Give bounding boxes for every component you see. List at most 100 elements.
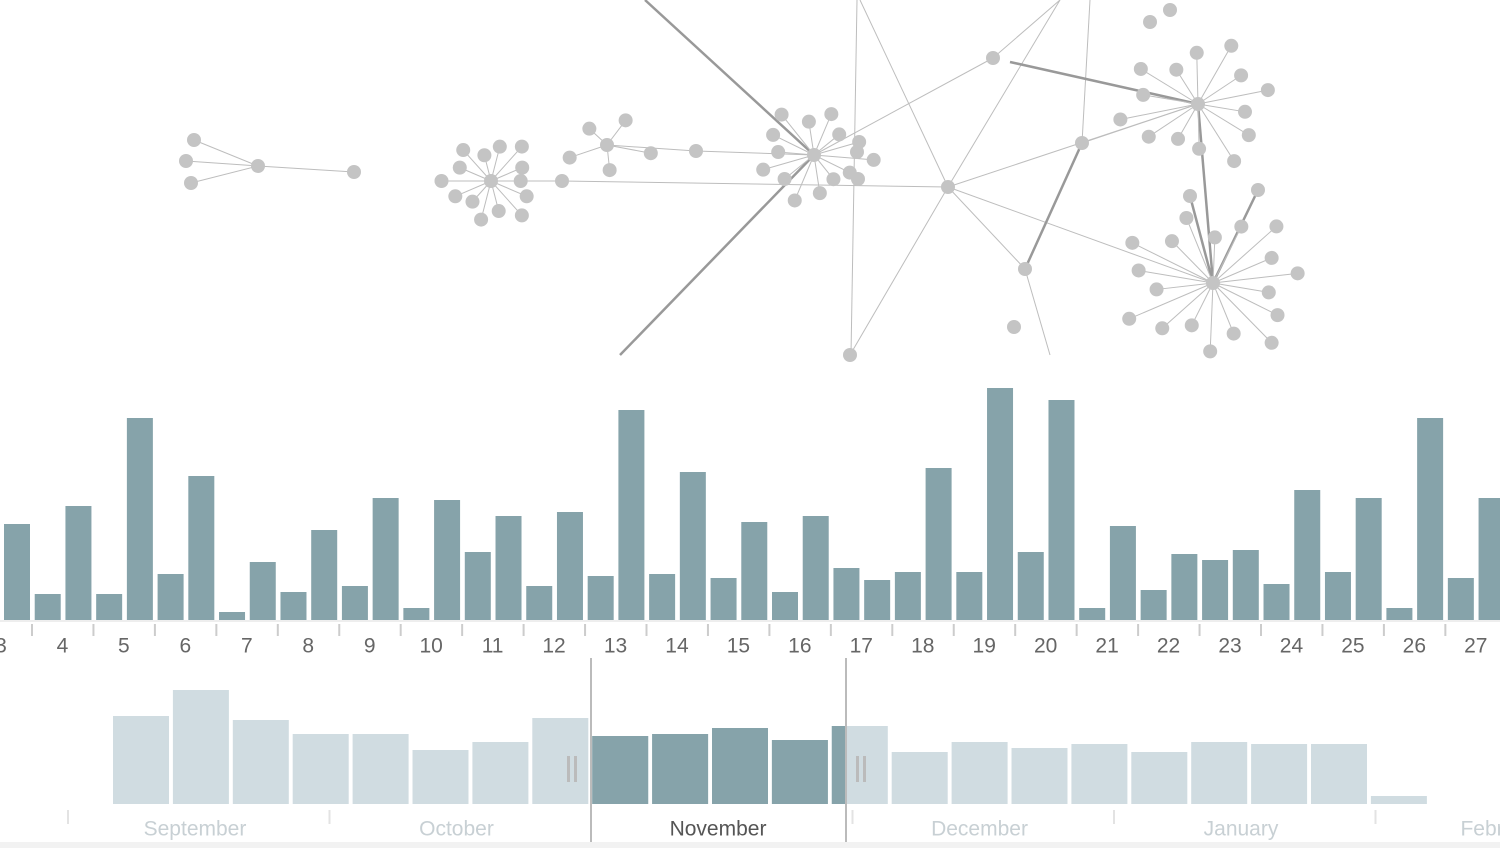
bar — [1355, 498, 1382, 620]
edge — [1197, 74, 1242, 105]
x-tick-label: 3 — [0, 635, 7, 658]
x-tick-label: 9 — [364, 635, 376, 658]
brush-handle[interactable] — [856, 756, 859, 782]
edge — [781, 114, 815, 156]
edge — [947, 0, 1061, 188]
edge — [490, 180, 523, 216]
node — [1149, 282, 1164, 297]
x-tick-label: 16 — [788, 635, 811, 658]
node — [1164, 234, 1179, 249]
edge — [849, 186, 949, 356]
edge — [859, 0, 949, 188]
bar — [1386, 608, 1413, 620]
node — [941, 180, 955, 194]
bar — [956, 572, 983, 620]
bar — [1202, 560, 1229, 620]
bar — [434, 500, 461, 620]
node — [1018, 262, 1032, 276]
node — [1133, 61, 1148, 76]
node — [600, 138, 614, 152]
node — [1169, 62, 1184, 77]
node — [519, 189, 534, 204]
node — [1113, 112, 1128, 127]
edge — [1129, 282, 1214, 320]
brush-handle[interactable] — [574, 756, 577, 782]
node — [491, 204, 506, 219]
brush-handle[interactable] — [863, 756, 866, 782]
node — [1264, 335, 1279, 350]
bar — [464, 552, 491, 620]
bar — [188, 476, 215, 620]
edge — [1212, 237, 1216, 284]
node — [801, 114, 816, 129]
edge — [1212, 226, 1242, 284]
node — [1131, 263, 1146, 278]
edge — [1197, 103, 1250, 136]
timeline-bar — [1131, 752, 1188, 804]
node — [582, 121, 597, 136]
edge — [1024, 268, 1051, 356]
timeline-bar — [1251, 744, 1308, 804]
node — [465, 194, 480, 209]
x-tick-label: 7 — [241, 635, 253, 658]
node — [1125, 235, 1140, 250]
node — [850, 145, 864, 159]
node — [1206, 276, 1220, 290]
timeline-bar-selected — [831, 726, 846, 804]
edge — [1209, 282, 1214, 352]
node — [774, 107, 789, 122]
edge — [772, 134, 815, 156]
node — [1261, 285, 1276, 300]
timeline-bar-selected — [592, 736, 649, 804]
node — [515, 160, 530, 175]
bar — [587, 576, 614, 620]
node — [1234, 68, 1249, 83]
bar — [495, 516, 522, 620]
edge — [695, 150, 815, 156]
x-tick-label: 5 — [118, 635, 130, 658]
node — [179, 154, 193, 168]
edge — [1023, 142, 1084, 270]
bar — [372, 498, 399, 620]
node — [851, 172, 865, 186]
node — [602, 163, 617, 178]
x-tick-label: 6 — [180, 635, 192, 658]
node — [456, 143, 471, 158]
bar — [894, 572, 921, 620]
timeline-bar — [172, 690, 229, 804]
edge — [794, 154, 815, 201]
node — [771, 145, 786, 160]
edge — [992, 0, 1061, 59]
month-label: November — [670, 818, 767, 841]
bar — [741, 522, 768, 620]
edge — [619, 154, 815, 356]
edge — [1138, 269, 1214, 284]
edge — [813, 113, 832, 156]
bar — [1263, 584, 1290, 620]
timeline-bar-selected — [712, 728, 768, 804]
x-tick-label: 20 — [1034, 635, 1057, 658]
bar — [4, 524, 30, 620]
bar — [556, 512, 583, 620]
edge — [257, 165, 355, 173]
edge — [1197, 103, 1235, 162]
brush-handle[interactable] — [567, 756, 570, 782]
x-tick-label: 15 — [727, 635, 750, 658]
edge — [1143, 94, 1199, 105]
x-tick-label: 17 — [850, 635, 873, 658]
node — [1226, 326, 1241, 341]
edge — [1185, 217, 1214, 284]
timeline-bar — [1191, 742, 1248, 804]
page-bottom — [0, 842, 1500, 848]
node — [1234, 219, 1249, 234]
bar — [126, 418, 153, 620]
edge — [1120, 103, 1199, 120]
bar — [1324, 572, 1351, 620]
node — [689, 144, 703, 158]
edge — [1081, 0, 1091, 144]
node — [866, 152, 881, 167]
node — [812, 186, 827, 201]
x-tick-label: 24 — [1280, 635, 1304, 658]
node — [1183, 189, 1197, 203]
